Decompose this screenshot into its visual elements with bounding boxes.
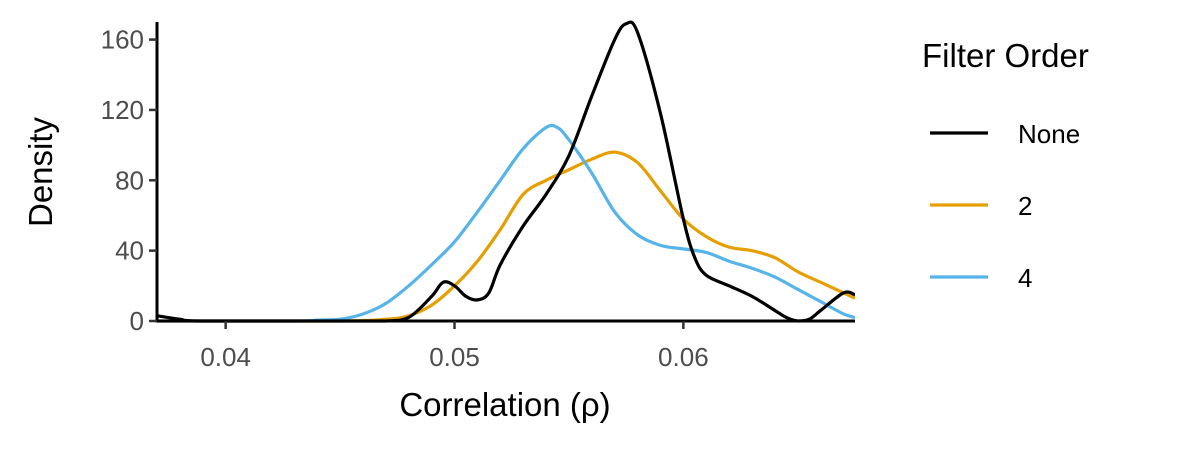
x-tick-label: 0.04 [200, 342, 251, 372]
y-tick-label: 120 [101, 95, 144, 125]
y-tick-label: 0 [130, 306, 144, 336]
y-axis: 0 40 80 120 160 [101, 22, 159, 336]
y-tick-label: 160 [101, 25, 144, 55]
legend-label-1: 2 [1018, 191, 1032, 221]
y-axis-title: Density [22, 116, 59, 227]
series-line-2 [157, 123, 855, 323]
y-tick-label: 80 [115, 165, 144, 195]
legend-label-0: None [1018, 119, 1080, 149]
y-tick-label: 40 [115, 236, 144, 266]
x-axis-title: Correlation (ρ) [399, 386, 610, 423]
legend-label-2: 4 [1018, 263, 1032, 293]
legend: Filter Order None 2 4 [922, 37, 1089, 293]
series-line-0 [157, 20, 855, 323]
legend-title: Filter Order [922, 37, 1089, 74]
x-tick-label: 0.05 [429, 342, 480, 372]
x-axis: 0.04 0.05 0.06 [155, 319, 855, 372]
plot-area [157, 20, 855, 323]
x-tick-label: 0.06 [658, 342, 709, 372]
